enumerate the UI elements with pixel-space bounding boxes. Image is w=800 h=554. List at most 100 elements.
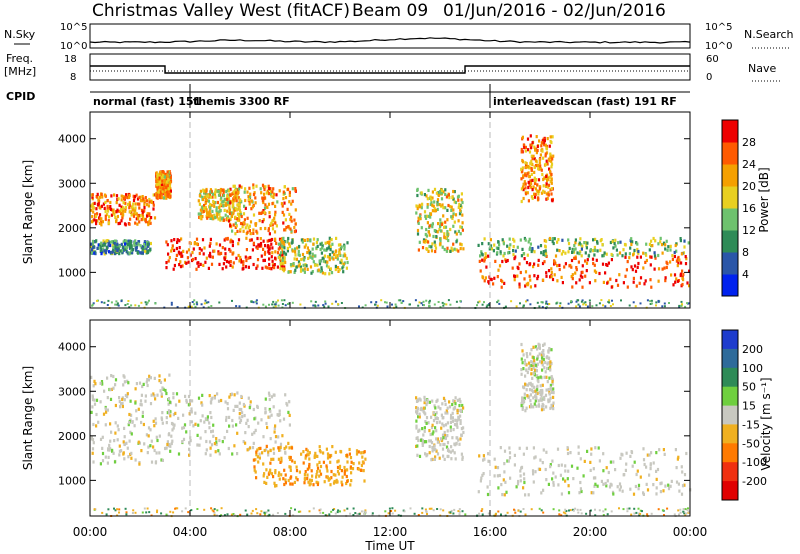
power-pixel bbox=[248, 229, 251, 233]
velocity-pixel bbox=[451, 419, 454, 423]
velocity-pixel bbox=[610, 483, 613, 487]
power-pixel bbox=[446, 208, 449, 212]
power-pixel bbox=[546, 137, 549, 141]
power-pixel bbox=[446, 218, 449, 222]
power-pixel bbox=[140, 218, 143, 222]
power-pixel bbox=[122, 206, 125, 210]
velocity-pixel bbox=[190, 407, 193, 411]
power-pixel bbox=[202, 189, 205, 193]
power-pixel bbox=[440, 197, 444, 201]
power-pixel bbox=[520, 150, 523, 154]
velocity-pixel bbox=[252, 458, 255, 462]
power-pixel bbox=[253, 191, 256, 195]
power-pixel bbox=[537, 192, 540, 196]
power-pixel bbox=[334, 300, 337, 303]
velocity-pixel bbox=[141, 410, 144, 414]
power-pixel bbox=[128, 252, 131, 256]
power-pixel bbox=[528, 237, 531, 241]
power-pixel bbox=[185, 261, 188, 265]
velocity-pixel bbox=[213, 511, 216, 514]
power-pixel bbox=[158, 171, 162, 175]
power-pixel bbox=[201, 214, 204, 219]
velocity-pixel bbox=[277, 446, 280, 450]
power-pixel bbox=[421, 246, 425, 250]
power-pixel bbox=[427, 214, 431, 218]
velocity-pixel bbox=[349, 512, 352, 515]
power-pixel bbox=[649, 300, 652, 303]
velocity-pixel bbox=[521, 349, 524, 353]
velocity-pixel bbox=[390, 510, 393, 512]
velocity-pixel bbox=[256, 512, 259, 515]
colorbar-swatch bbox=[722, 367, 738, 388]
power-pixel bbox=[116, 303, 119, 306]
velocity-pixel bbox=[664, 484, 667, 488]
noise-right-tick-bottom: 10^0 bbox=[705, 41, 732, 52]
power-pixel bbox=[209, 195, 212, 199]
velocity-pixel bbox=[101, 446, 104, 450]
velocity-pixel bbox=[125, 511, 128, 514]
velocity-pixel bbox=[487, 452, 490, 456]
power-pixel bbox=[264, 203, 267, 207]
power-pixel bbox=[507, 251, 510, 255]
power-pixel bbox=[265, 191, 268, 195]
power-pixel bbox=[247, 226, 250, 230]
mode-change-markers bbox=[189, 112, 491, 516]
power-pixel bbox=[593, 253, 596, 257]
noise-sky-label: N.Sky bbox=[4, 28, 36, 41]
velocity-pixel bbox=[218, 452, 221, 456]
velocity-pixel bbox=[425, 421, 428, 425]
power-pixel bbox=[537, 167, 540, 171]
power-pixel bbox=[160, 175, 164, 179]
power-pixel bbox=[112, 211, 115, 215]
power-pixel bbox=[278, 256, 281, 260]
velocity-pixel bbox=[127, 455, 130, 459]
velocity-pixel bbox=[355, 449, 359, 453]
velocity-pixel bbox=[534, 363, 537, 367]
power-pixel bbox=[234, 232, 237, 236]
velocity-pixel bbox=[143, 507, 146, 510]
velocity-pixel bbox=[270, 472, 273, 476]
velocity-pixel bbox=[126, 446, 129, 450]
power-pixel bbox=[210, 305, 213, 307]
power-pixel bbox=[637, 261, 640, 266]
velocity-pixel bbox=[210, 430, 213, 434]
power-pixel bbox=[591, 305, 594, 308]
velocity-pixel bbox=[682, 508, 685, 510]
velocity-pixel bbox=[226, 513, 229, 516]
velocity-pixel bbox=[432, 430, 435, 434]
velocity-pixel bbox=[460, 427, 463, 431]
power-pixel bbox=[312, 237, 316, 241]
power-pixel bbox=[671, 254, 674, 258]
power-pixel bbox=[315, 240, 318, 245]
power-pixel bbox=[528, 183, 531, 187]
power-pixel bbox=[547, 185, 550, 189]
power-pixel bbox=[189, 241, 192, 245]
power-pixel bbox=[132, 212, 135, 216]
velocity-pixel bbox=[90, 435, 93, 440]
power-pixel bbox=[242, 260, 245, 264]
cpid-mode-label: themis 3300 RF bbox=[193, 95, 290, 108]
velocity-pixel bbox=[677, 509, 680, 512]
power-pixel bbox=[164, 193, 167, 197]
velocity-pixel bbox=[530, 348, 533, 352]
velocity-pixel bbox=[525, 352, 528, 356]
velocity-pixel bbox=[308, 462, 311, 467]
power-pixel bbox=[216, 200, 219, 205]
power-pixel bbox=[143, 242, 146, 246]
power-pixel bbox=[289, 263, 293, 267]
power-pixel bbox=[428, 233, 431, 237]
power-pixel bbox=[596, 241, 599, 245]
velocity-pixel bbox=[315, 480, 318, 484]
velocity-pixel bbox=[221, 440, 224, 444]
velocity-pixel bbox=[114, 509, 117, 512]
power-pixel bbox=[132, 202, 135, 206]
power-pixel bbox=[107, 299, 110, 302]
power-pixel bbox=[158, 173, 161, 177]
velocity-pixel bbox=[509, 476, 512, 480]
velocity-pixel bbox=[101, 459, 105, 463]
power-pixel bbox=[502, 254, 505, 258]
velocity-pixel bbox=[549, 396, 552, 400]
power-pixel bbox=[124, 207, 127, 211]
velocity-pixel bbox=[277, 473, 280, 477]
power-pixel bbox=[167, 187, 170, 191]
